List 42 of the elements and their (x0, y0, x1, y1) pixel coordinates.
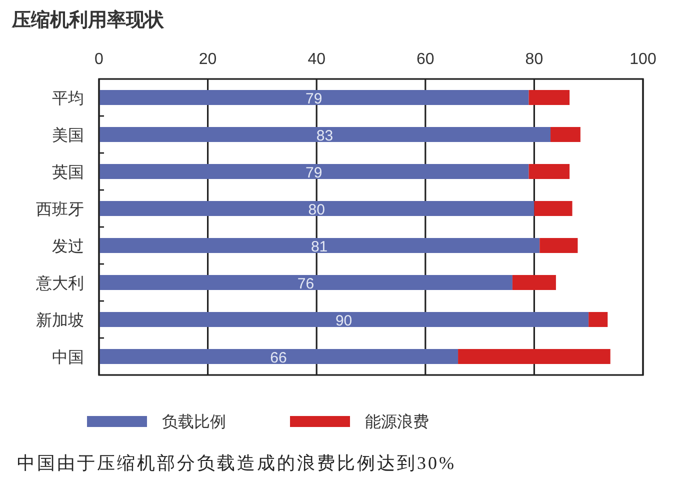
data-label: 80 (308, 202, 325, 218)
x-tick-label: 60 (416, 51, 434, 68)
x-tick-label: 40 (308, 51, 326, 68)
legend-label: 负载比例 (162, 413, 226, 431)
x-tick-label: 80 (525, 51, 544, 68)
x-tick-label: 20 (198, 51, 217, 68)
y-tick-label: 美国 (52, 126, 84, 144)
bar (534, 201, 572, 216)
data-label: 83 (316, 128, 334, 144)
data-label: 79 (306, 164, 322, 182)
data-label: 90 (335, 312, 352, 330)
bar (99, 238, 540, 253)
bar (458, 349, 610, 364)
data-label: 66 (270, 350, 287, 366)
y-tick-label: 英国 (52, 164, 84, 182)
bar (99, 312, 589, 327)
title: 压缩机利用率现状 (12, 10, 164, 31)
data-label: 76 (297, 276, 314, 292)
x-tick-label: 100 (630, 51, 656, 68)
y-tick-label: 意大利 (35, 274, 84, 292)
y-tick-label: 中国 (52, 348, 84, 366)
y-tick-label: 平均 (52, 90, 84, 108)
data-label: 79 (306, 90, 322, 108)
bar (528, 164, 570, 179)
y-tick-label: 西班牙 (36, 200, 84, 218)
bar (99, 349, 458, 364)
bar (550, 127, 580, 142)
bar (99, 275, 512, 290)
bar (99, 90, 529, 105)
bar (512, 275, 556, 290)
bar (540, 238, 578, 253)
legend-label: 能源浪费 (365, 413, 429, 431)
data-label: 81 (310, 238, 328, 256)
bar (99, 127, 551, 142)
bar (588, 312, 608, 327)
y-tick-label: 新加坡 (36, 312, 84, 330)
x-tick-label: 0 (94, 51, 104, 68)
bar (99, 201, 534, 216)
bar (528, 90, 570, 105)
y-tick-label: 发过 (52, 238, 84, 256)
annotation: 中国由于压缩机部分负载造成的浪费比例达到30% (17, 453, 456, 473)
bar (99, 164, 529, 179)
